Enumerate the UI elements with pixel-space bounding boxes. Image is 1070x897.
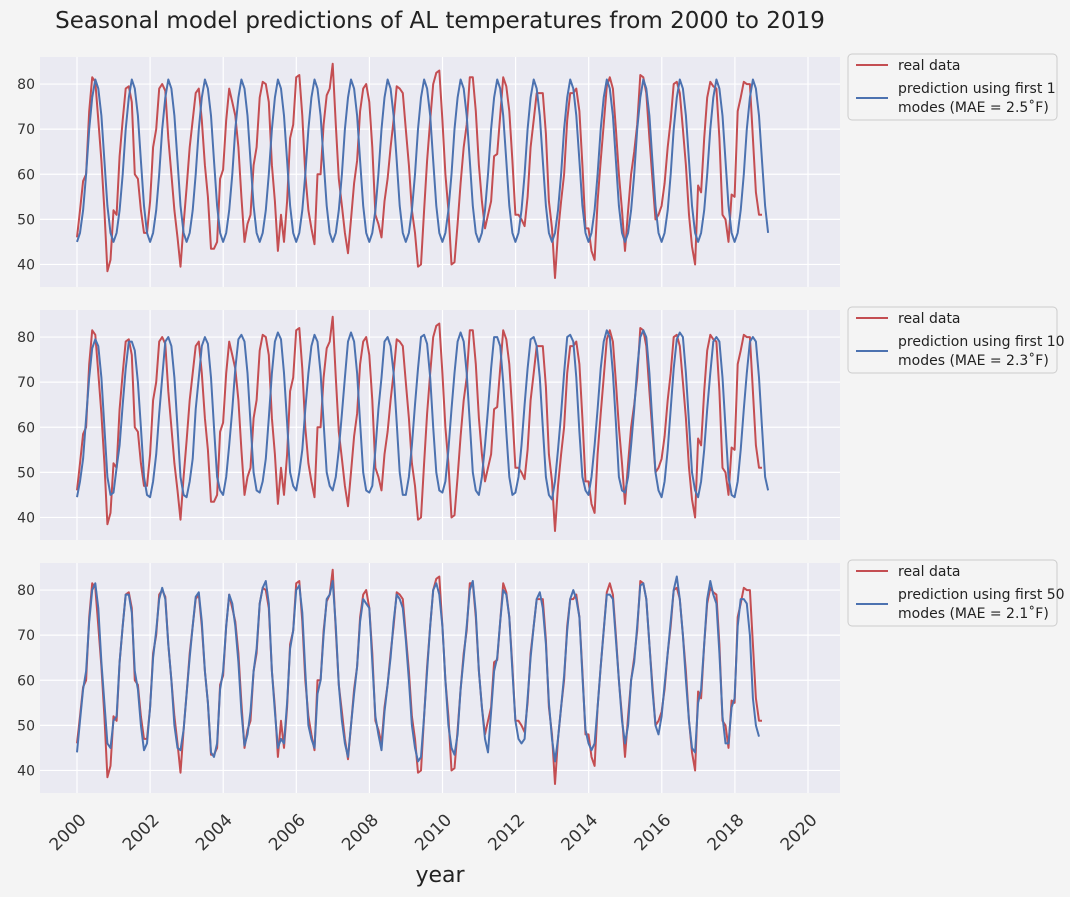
y-tick-label: 80 (17, 330, 35, 346)
legend-box (847, 559, 1058, 627)
y-tick-label: 50 (17, 718, 35, 734)
figure-title: Seasonal model predictions of AL tempera… (55, 8, 825, 34)
legend-label-real: real data (898, 564, 961, 580)
real-data-line (76, 62, 762, 279)
y-tick-label: 50 (17, 465, 35, 481)
y-tick-label: 60 (17, 167, 35, 183)
y-tick-label: 60 (17, 420, 35, 436)
panel-3: 40 50 60 70 80 real data prediction using firs… (17, 559, 1065, 793)
prediction-line (76, 329, 770, 501)
legend-label-prediction-line2: modes (MAE = 2.3˚F) (898, 352, 1049, 369)
y-tick-label: 70 (17, 628, 35, 644)
y-tick-label: 80 (17, 583, 35, 599)
legend-label-prediction-line2: modes (MAE = 2.1˚F) (898, 605, 1049, 622)
y-tick-label: 60 (17, 673, 35, 689)
legend-label-prediction-line2: modes (MAE = 2.5˚F) (898, 99, 1049, 116)
y-tick-label: 50 (17, 212, 35, 228)
legend-label-real: real data (898, 311, 961, 327)
y-tick-label: 40 (17, 510, 35, 526)
legend: real data prediction using first 10 modes … (847, 306, 1065, 374)
y-tick-label: 70 (17, 375, 35, 391)
y-tick-label: 80 (17, 77, 35, 93)
panels: 40 50 60 70 80 real data prediction using firs… (17, 53, 1065, 793)
prediction-line (76, 575, 760, 763)
panel-2: 40 50 60 70 80 real data prediction using firs… (17, 306, 1065, 540)
x-axis-label: year (415, 863, 465, 888)
legend-label-real: real data (898, 58, 961, 74)
real-data-line (76, 315, 762, 532)
legend-label-prediction-line1: prediction using first 10 (898, 334, 1065, 350)
legend: real data prediction using first 50 modes … (847, 559, 1065, 627)
y-tick-label: 40 (17, 257, 35, 273)
prediction-line (76, 78, 770, 243)
legend-box (847, 306, 1058, 374)
legend-label-prediction-line1: prediction using first 50 (898, 587, 1065, 603)
legend: real data prediction using first 1 modes (… (847, 53, 1058, 121)
legend-label-prediction-line1: prediction using first 1 (898, 81, 1056, 97)
panel-1: 40 50 60 70 80 real data prediction using firs… (17, 53, 1058, 287)
y-tick-label: 40 (17, 763, 35, 779)
legend-box (847, 53, 1058, 121)
y-tick-label: 70 (17, 122, 35, 138)
